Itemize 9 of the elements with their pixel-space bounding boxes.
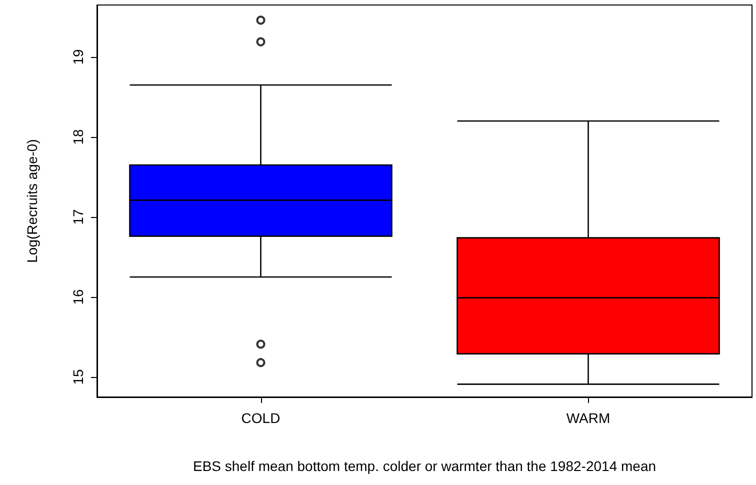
y-tick-label: 15 bbox=[70, 369, 86, 385]
x-axis-title: EBS shelf mean bottom temp. colder or warmter than the 1982-2014 mean bbox=[192, 458, 656, 474]
y-tick-label: 16 bbox=[70, 289, 86, 305]
x-tick-label: COLD bbox=[241, 410, 280, 426]
x-tick-label: WARM bbox=[566, 410, 610, 426]
y-tick-label: 19 bbox=[70, 49, 86, 65]
y-tick-label: 18 bbox=[70, 129, 86, 145]
y-tick-label: 17 bbox=[70, 209, 86, 225]
y-axis-title: Log(Recruits age-0) bbox=[24, 139, 40, 263]
